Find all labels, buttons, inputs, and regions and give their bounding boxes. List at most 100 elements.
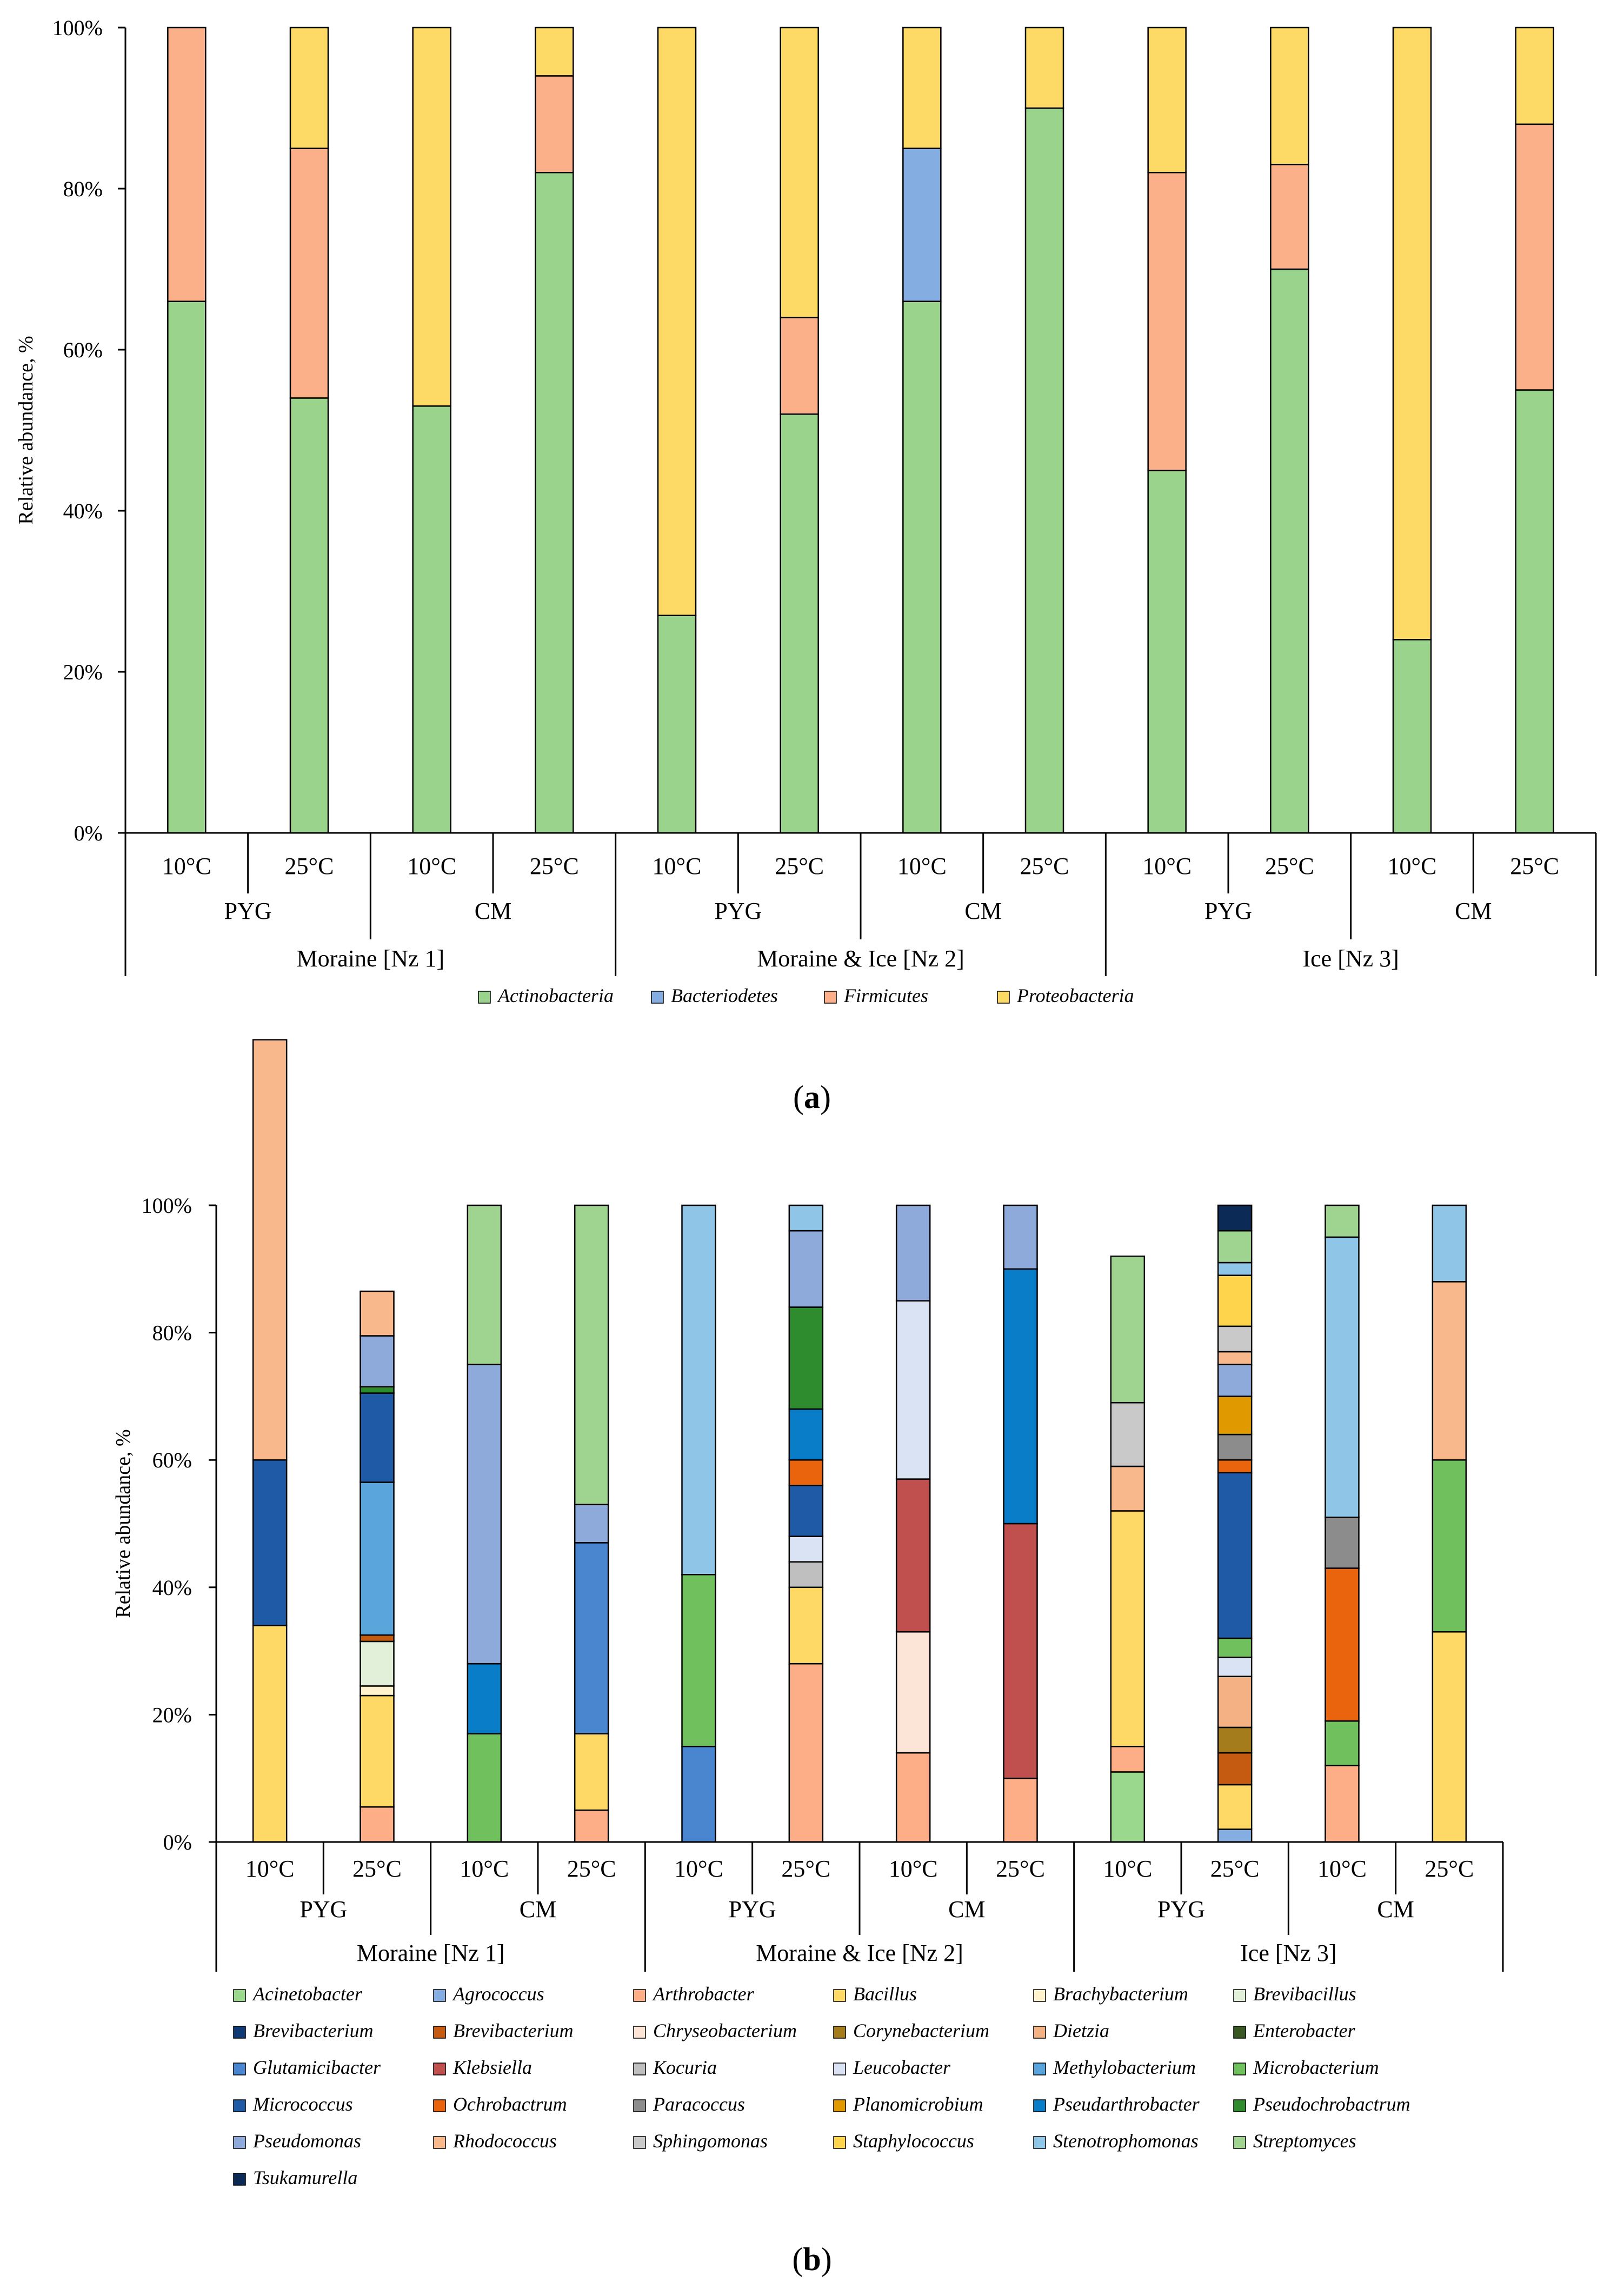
bar-segment-pseudomonas xyxy=(1217,1364,1253,1397)
legend-label: Staphylococcus xyxy=(853,2130,974,2152)
y-tick-label: 100% xyxy=(142,1193,192,1218)
bar-segment-proteobacteria xyxy=(1270,26,1309,165)
y-tick-label: 80% xyxy=(63,177,103,201)
bar-segment-streptomyces xyxy=(467,1204,502,1365)
bar-segment-actinobacteria xyxy=(657,615,697,834)
bar-segment-brevibacterium xyxy=(1217,1752,1253,1786)
bar-segment-microbacterium xyxy=(1325,1720,1360,1766)
bar-segment-firmicutes xyxy=(780,317,819,415)
x-group-medium: CM xyxy=(520,1896,556,1923)
chart-a: 0% 20% 40% 60% 80% 100% Relative abundance, % 1… xyxy=(15,16,1597,1115)
legend-label: Brachybacterium xyxy=(1053,1983,1188,2005)
legend-swatch xyxy=(233,2173,246,2186)
x-tick-temperature: 10°C xyxy=(162,853,211,879)
legend-swatch xyxy=(1033,1989,1046,2002)
legend-label: Paracoccus xyxy=(653,2093,745,2115)
x-group-medium: CM xyxy=(948,1896,985,1923)
x-tick-temperature: 25°C xyxy=(775,853,824,879)
legend-swatch xyxy=(1233,2136,1246,2149)
legend-swatch xyxy=(633,2063,646,2075)
x-tick-temperature: 25°C xyxy=(1510,853,1559,879)
bar-segment-micrococcus xyxy=(788,1485,824,1537)
bar-segment-firmicutes xyxy=(1147,171,1187,471)
bar-segment-stenotrophomonas xyxy=(681,1204,716,1576)
x-group-site: Moraine [Nz 1] xyxy=(357,1940,505,1966)
legend-swatch xyxy=(833,2026,846,2039)
legend-swatch xyxy=(233,2026,246,2039)
bar-segment-kocuria xyxy=(788,1561,824,1588)
bar-segment-proteobacteria xyxy=(657,26,697,616)
bar-segment-chryseobacterium xyxy=(895,1631,931,1754)
legend-swatch xyxy=(433,2099,446,2112)
legend-label: Proteobacteria xyxy=(1016,985,1134,1006)
bar-segment-micrococcus xyxy=(360,1392,395,1483)
bar-segment-microbacterium xyxy=(1217,1637,1253,1658)
y-axis-label: Relative abundance, % xyxy=(112,1429,135,1618)
x-tick-temperature: 10°C xyxy=(1317,1856,1367,1882)
legend-swatch xyxy=(233,2063,246,2075)
y-tick-label: 0% xyxy=(163,1830,192,1854)
legend-label: Arthrobacter xyxy=(652,1983,755,2005)
bar-segment-brevibacterium xyxy=(360,1634,395,1643)
bar-segment-actinobacteria xyxy=(902,301,942,834)
bar-segment-bacillus xyxy=(1432,1631,1467,1843)
legend-label: Rhodococcus xyxy=(452,2130,557,2152)
bar-segment-methylobacterium xyxy=(360,1481,395,1636)
legend-swatch xyxy=(1033,2063,1046,2075)
bar-segment-arthrobacter xyxy=(895,1752,931,1843)
legend-label: Brevibacillus xyxy=(1253,1983,1356,2005)
bar-segment-sphingomonas xyxy=(1110,1401,1146,1467)
x-tick-temperature: 10°C xyxy=(407,853,456,879)
x-tick-temperature: 25°C xyxy=(567,1856,616,1882)
x-tick-temperature: 25°C xyxy=(781,1856,830,1882)
bar-segment-rhodococcus xyxy=(1432,1281,1467,1461)
x-group-site: Moraine & Ice [Nz 2] xyxy=(756,1940,963,1966)
bar-segment-pseudarthrobacter xyxy=(788,1408,824,1461)
bar-segment-staphylococcus xyxy=(1217,1274,1253,1327)
bar-segment-pseudomonas xyxy=(1003,1204,1038,1270)
bar-segment-bacillus xyxy=(574,1733,609,1811)
x-group-medium: PYG xyxy=(729,1896,776,1923)
bar-segment-tsukamurella xyxy=(1217,1204,1253,1232)
bar-segment-leucobacter xyxy=(788,1536,824,1563)
bar-segment-microbacterium xyxy=(681,1573,716,1747)
bar-segment-firmicutes xyxy=(289,148,329,399)
legend-label: Actinobacteria xyxy=(497,985,614,1006)
legend-swatch xyxy=(833,1989,846,2002)
bar-segment-bacillus xyxy=(1110,1510,1146,1747)
bar-segment-firmicutes xyxy=(167,26,207,302)
y-tick-label: 100% xyxy=(52,16,103,40)
legend-swatch xyxy=(233,1989,246,2002)
legend-swatch xyxy=(824,991,837,1004)
legend-label: Leucobacter xyxy=(853,2057,951,2078)
x-group-medium: PYG xyxy=(299,1896,347,1923)
legend-label: Stenotrophomonas xyxy=(1053,2130,1199,2152)
legend-swatch xyxy=(633,2099,646,2112)
legend-label: Planomicrobium xyxy=(853,2093,983,2115)
x-tick-temperature: 10°C xyxy=(897,853,947,879)
bar-segment-glutamicibacter xyxy=(681,1746,716,1843)
bar-segment-proteobacteria xyxy=(1147,26,1187,173)
bar-segment-firmicutes xyxy=(535,75,574,173)
legend-label: Methylobacterium xyxy=(1053,2057,1196,2078)
legend-swatch xyxy=(633,2136,646,2149)
bar-segment-leucobacter xyxy=(895,1300,931,1480)
y-tick-label: 0% xyxy=(74,821,103,845)
bar-segment-proteobacteria xyxy=(780,26,819,318)
bar-segment-arthrobacter xyxy=(574,1809,609,1843)
bar-segment-stenotrophomonas xyxy=(788,1204,824,1232)
legend-swatch xyxy=(1233,2026,1246,2039)
legend-label: Ochrobactrum xyxy=(453,2093,567,2115)
legend-label: Bacillus xyxy=(853,1983,917,2005)
bar-segment-brachybacterium xyxy=(360,1685,395,1697)
bar-segment-arthrobacter xyxy=(788,1663,824,1843)
y-tick-label: 80% xyxy=(152,1321,192,1345)
legend-label: Micrococcus xyxy=(252,2093,353,2115)
bar-segment-pseudomonas xyxy=(360,1335,395,1387)
bar-segment-pseudomonas xyxy=(895,1204,931,1301)
bar-segment-actinobacteria xyxy=(1515,389,1554,834)
legend-swatch xyxy=(433,2026,446,2039)
legend-label: Corynebacterium xyxy=(853,2020,989,2041)
legend-swatch xyxy=(833,2099,846,2112)
